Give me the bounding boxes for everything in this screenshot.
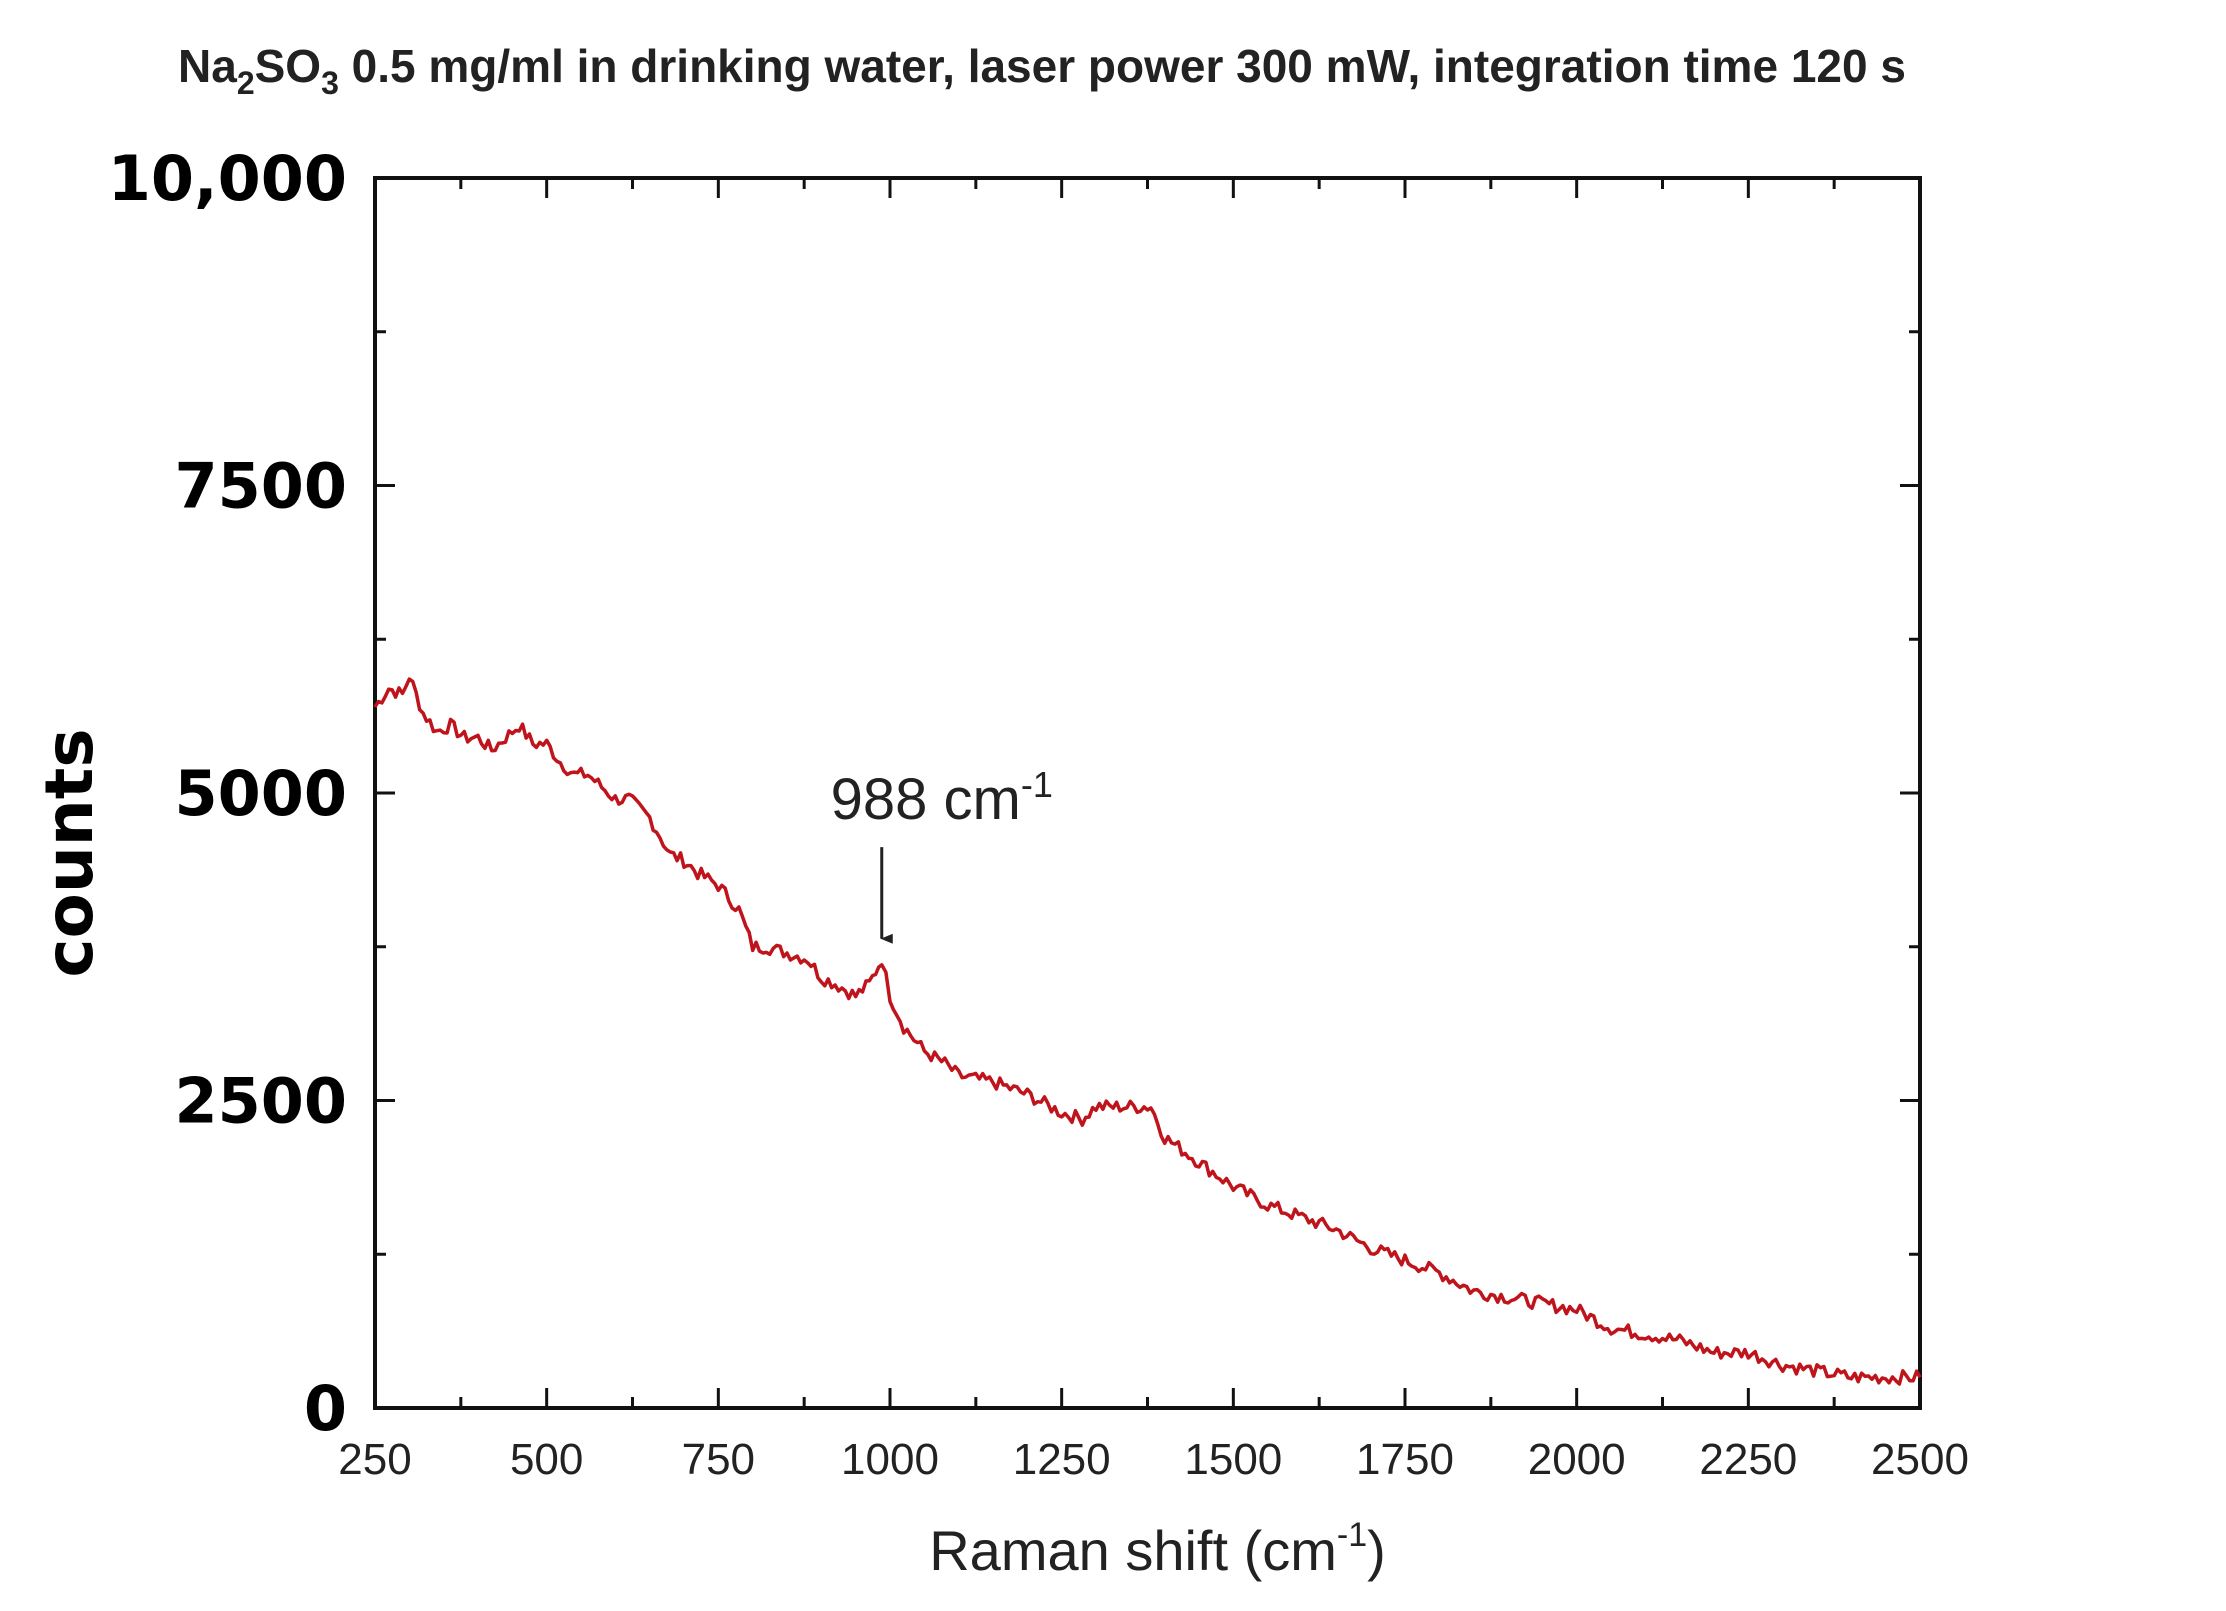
x-axis-label: Raman shift (cm-1)	[929, 1516, 1386, 1582]
x-tick-label: 2500	[1871, 1435, 1969, 1484]
x-axis: 250 500 750 1000 1250 1500 1750 2000 2250 2500	[338, 178, 1969, 1484]
peak-annotation: 988 cm-1	[831, 764, 1053, 944]
y-tick-label: 7500	[174, 450, 347, 523]
y-axis-label: counts	[31, 728, 108, 977]
y-axis: 0 2500 5000 7500 10,000	[108, 142, 1920, 1445]
chart-title: Na2SO3 0.5 mg/ml in drinking water, lase…	[178, 40, 1906, 101]
x-tick-label: 2000	[1528, 1435, 1626, 1484]
x-tick-label: 500	[510, 1435, 583, 1484]
y-tick-label: 0	[304, 1372, 347, 1445]
x-tick-label: 1000	[841, 1435, 939, 1484]
x-tick-label: 750	[682, 1435, 755, 1484]
y-tick-label: 10,000	[108, 142, 347, 215]
peak-label: 988 cm-1	[831, 764, 1053, 832]
x-tick-label: 1750	[1356, 1435, 1454, 1484]
series-group	[373, 677, 1922, 1386]
x-tick-label: 250	[338, 1435, 411, 1484]
spectrum-line	[373, 677, 1922, 1386]
x-tick-label: 1500	[1184, 1435, 1282, 1484]
x-tick-label: 1250	[1013, 1435, 1111, 1484]
y-tick-label: 5000	[174, 757, 347, 830]
x-tick-label: 2250	[1699, 1435, 1797, 1484]
y-tick-label: 2500	[174, 1065, 347, 1138]
